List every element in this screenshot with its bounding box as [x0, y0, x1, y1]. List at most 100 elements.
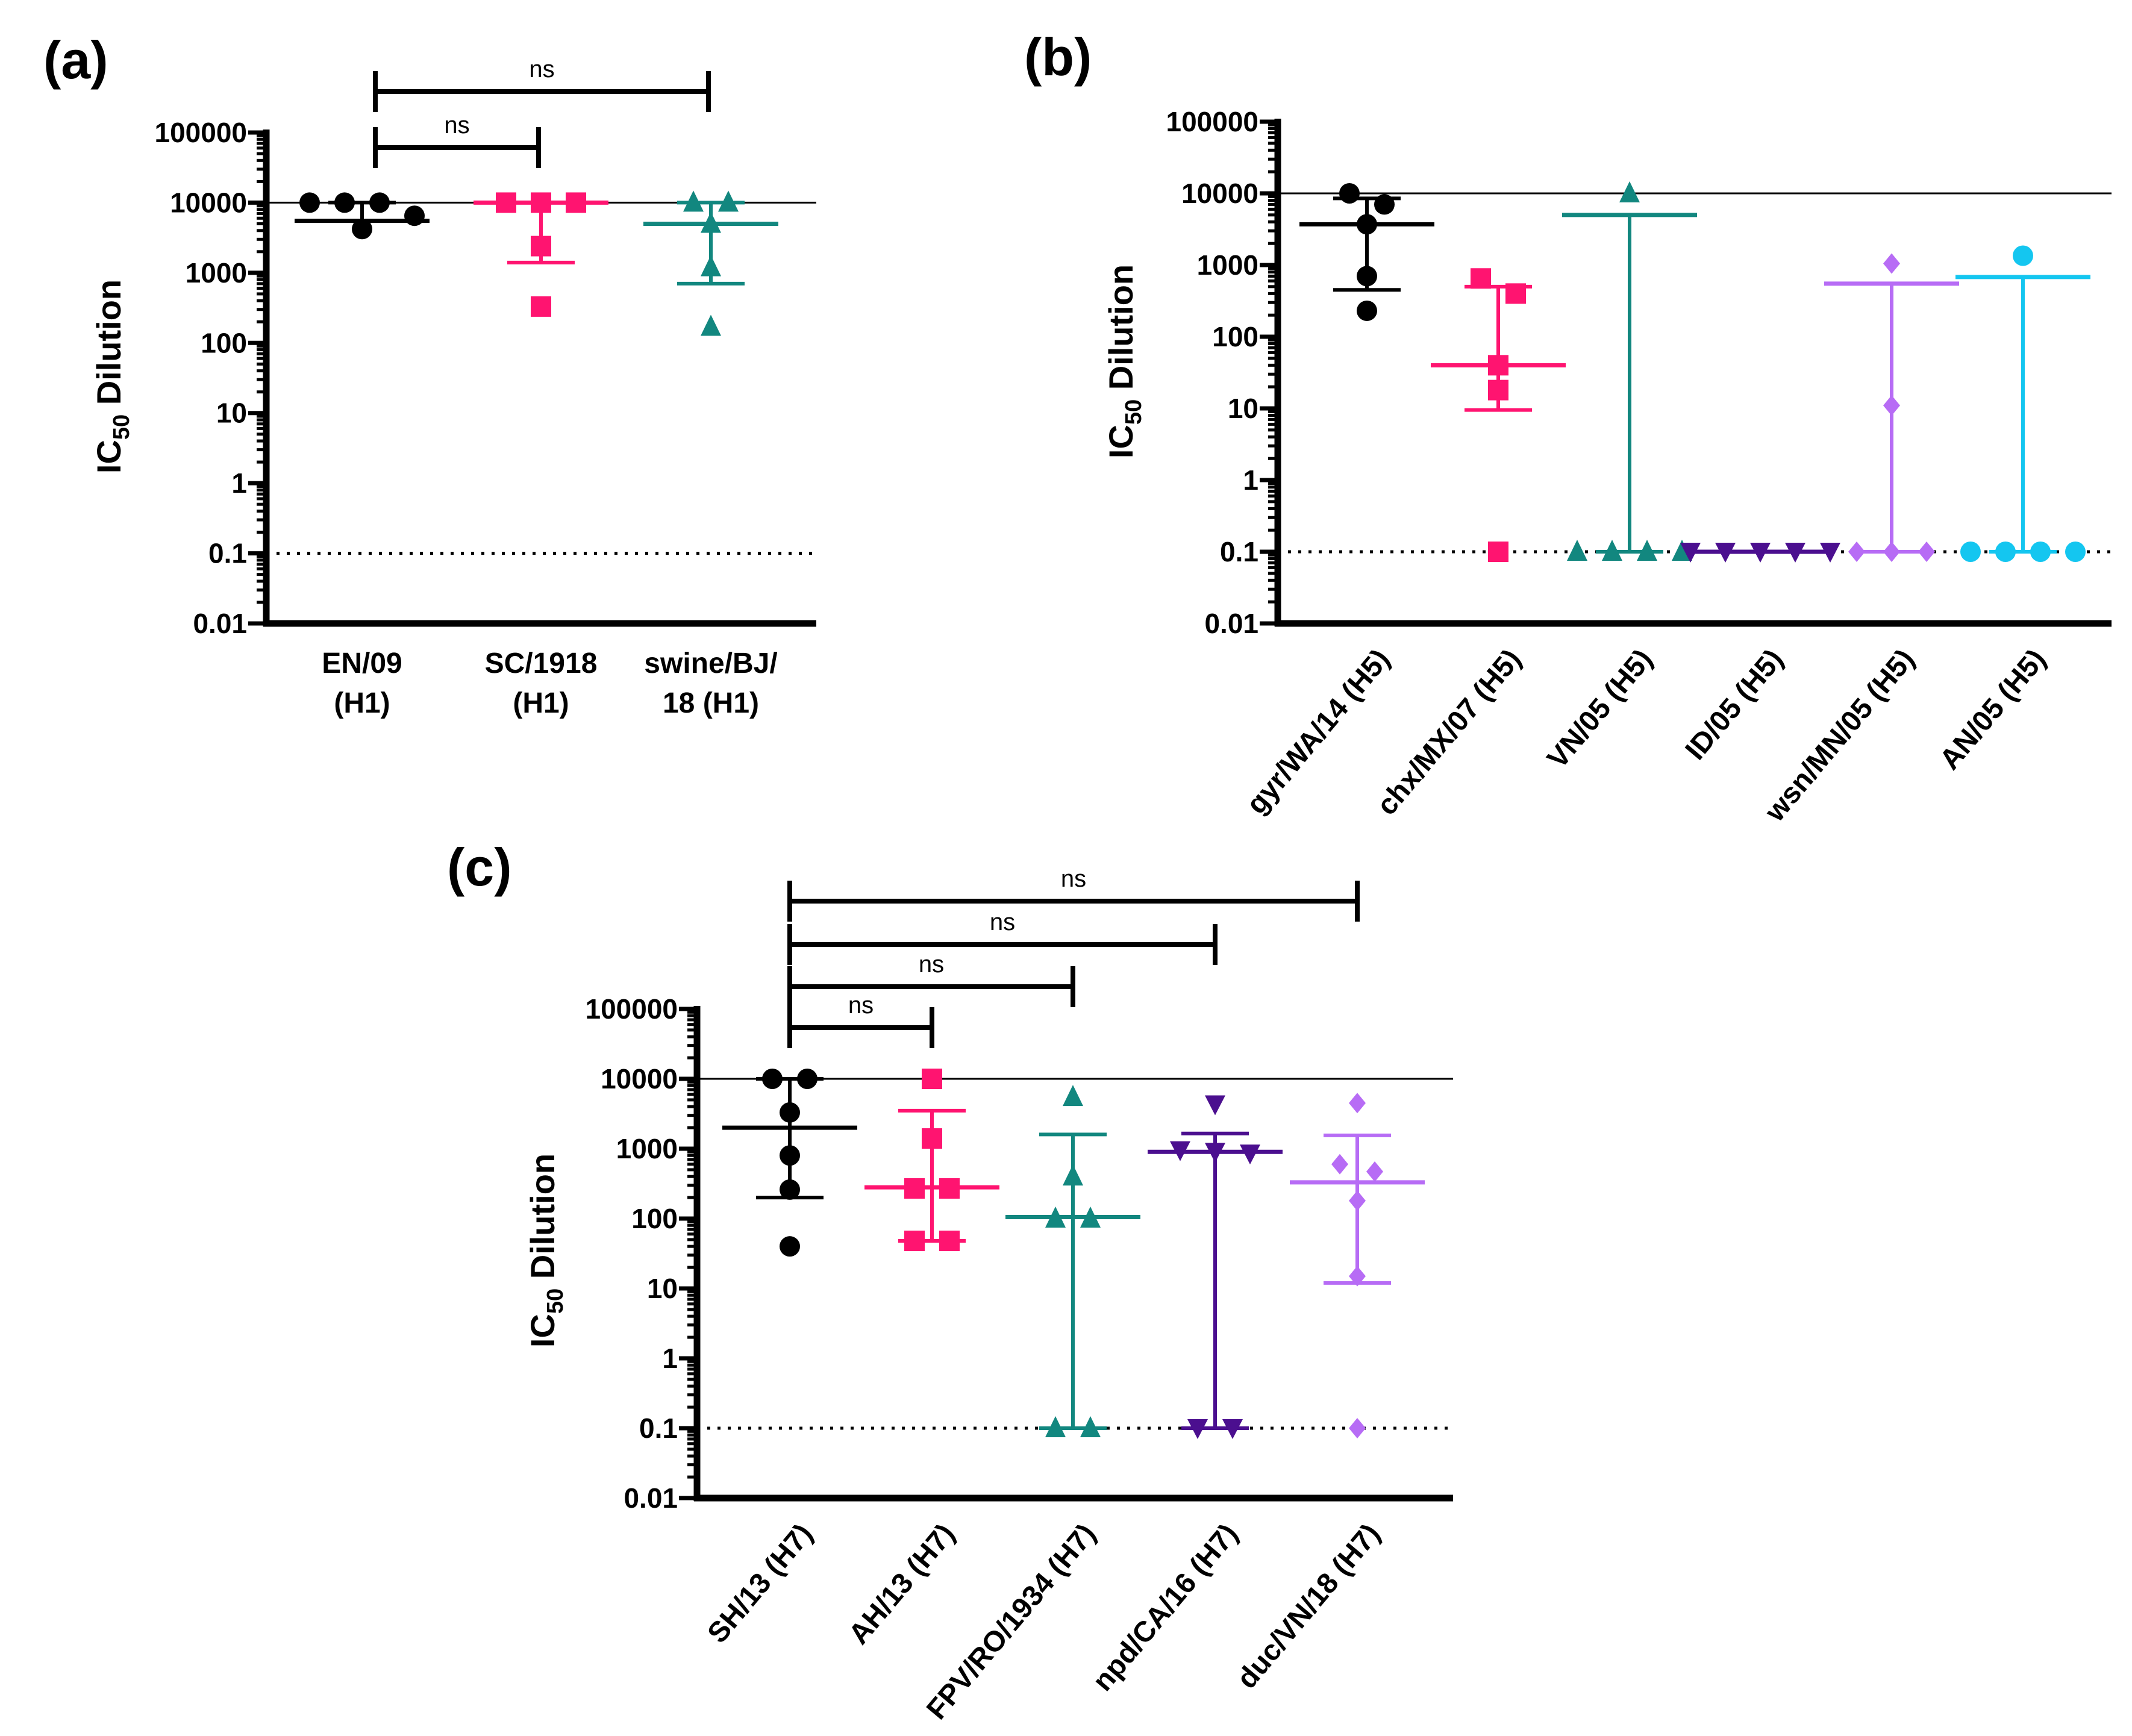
- x-tick-label: (H1): [513, 687, 569, 719]
- y-tick-label: 1000: [616, 1133, 678, 1164]
- significance-label: ns: [848, 992, 874, 1019]
- y-label-suffix: Dilution: [90, 279, 128, 414]
- category-group: VN/05 (H5): [1542, 181, 1697, 775]
- y-axis-label: IC50 Dilution: [1102, 264, 1146, 458]
- y-label-prefix: IC: [90, 440, 128, 473]
- data-point-circle: [1339, 183, 1360, 204]
- data-point-diamond: [1349, 1093, 1366, 1114]
- data-point-triangle-down: [1680, 543, 1701, 563]
- data-point-square: [904, 1178, 925, 1199]
- data-point-circle: [1357, 300, 1377, 321]
- y-tick-label: 100: [1212, 321, 1258, 352]
- y-tick-label: 100: [631, 1203, 678, 1234]
- data-point-triangle: [1045, 1416, 1066, 1437]
- y-tick-label: 10: [1228, 393, 1258, 424]
- y-tick-label: 10000: [601, 1063, 678, 1094]
- data-point-square: [1488, 355, 1508, 376]
- panel-label: (b): [1024, 27, 1092, 87]
- data-point-triangle-down: [1205, 1095, 1225, 1116]
- significance-bracket: ns: [787, 951, 1075, 1007]
- x-tick-label: EN/09: [322, 648, 402, 679]
- data-point-triangle: [1063, 1164, 1083, 1186]
- data-point-circle: [2065, 542, 2086, 562]
- category-group: SC/1918 (H1): [474, 192, 608, 719]
- data-point-square: [939, 1178, 960, 1199]
- data-point-diamond: [1918, 542, 1935, 562]
- y-tick-label: 0.01: [1204, 608, 1258, 639]
- category-group: EN/09 (H1): [295, 192, 430, 719]
- significance-bracket: ns: [787, 866, 1360, 922]
- data-point-circle: [797, 1069, 817, 1089]
- significance-label: ns: [444, 112, 469, 139]
- data-point-circle: [2013, 245, 2033, 266]
- panel-label: (c): [447, 837, 512, 897]
- data-point-triangle: [683, 190, 704, 212]
- data-point-square: [531, 236, 551, 257]
- data-point-square: [922, 1069, 942, 1089]
- x-tick-label: AN/05 (H5): [1934, 643, 2052, 776]
- data-point-square: [1471, 268, 1491, 289]
- x-tick-label: SH/13 (H7): [702, 1518, 819, 1649]
- x-tick-label: SC/1918: [485, 648, 598, 679]
- y-tick-label: 10: [216, 398, 247, 429]
- category-group: wsn/MN/05 (H5): [1758, 253, 1959, 828]
- category-group: AN/05 (H5): [1934, 245, 2090, 776]
- y-tick-label: 100: [201, 327, 247, 358]
- significance-bracket: ns: [787, 992, 934, 1048]
- data-point-square: [531, 296, 551, 317]
- y-tick-label: 1000: [186, 257, 247, 289]
- data-point-triangle: [701, 314, 721, 336]
- data-point-circle: [780, 1179, 800, 1200]
- data-point-square: [531, 192, 551, 213]
- y-axis-label: IC50 Dilution: [90, 279, 134, 473]
- data-point-circle: [369, 192, 390, 213]
- data-point-square: [939, 1230, 960, 1251]
- x-tick-label: (H1): [334, 687, 390, 719]
- data-point-triangle-down: [1170, 1141, 1190, 1161]
- significance-bracket: ns: [373, 56, 711, 112]
- data-point-triangle: [701, 211, 721, 233]
- category-group: AH/13 (H7): [843, 1069, 999, 1650]
- data-point-square: [496, 192, 516, 213]
- data-point-circle: [352, 219, 372, 240]
- x-tick-label: duc/VN/18 (H7): [1231, 1518, 1386, 1695]
- data-point-diamond: [1883, 253, 1900, 274]
- data-point-diamond: [1331, 1154, 1348, 1175]
- data-point-triangle-down: [1750, 543, 1771, 563]
- data-point-square: [1488, 379, 1508, 401]
- data-point-circle: [404, 205, 425, 226]
- data-point-diamond: [1366, 1161, 1383, 1182]
- y-label-prefix: IC: [524, 1314, 561, 1347]
- data-point-circle: [299, 192, 320, 213]
- y-tick-label: 0.1: [208, 538, 247, 569]
- y-tick-label: 10: [647, 1273, 678, 1304]
- category-group: duc/VN/18 (H7): [1231, 1093, 1425, 1695]
- data-point-triangle: [1080, 1207, 1101, 1228]
- y-tick-label: 10000: [1181, 178, 1258, 209]
- y-tick-label: 1000: [1197, 249, 1258, 281]
- data-point-triangle-down: [1222, 1419, 1243, 1439]
- category-group: SH/13 (H7): [702, 1069, 857, 1649]
- data-point-circle: [1960, 542, 1981, 562]
- category-group: npd/CA/16 (H7): [1087, 1095, 1283, 1697]
- panel-a: (a) IC50 Dilution 100000 10000 1000 100 10 1 0.1…: [43, 30, 816, 719]
- data-point-circle: [334, 192, 355, 213]
- data-point-triangle-down: [1205, 1143, 1225, 1163]
- data-point-circle: [1357, 214, 1377, 235]
- y-tick-label: 0.1: [639, 1413, 678, 1444]
- data-point-triangle: [1063, 1085, 1083, 1107]
- panel-c: (c) IC50 Dilution 100000 10000 1000 100 10 1 0.1…: [447, 837, 1453, 1726]
- data-point-circle: [1357, 266, 1377, 287]
- data-point-diamond: [1883, 542, 1900, 562]
- x-tick-label: VN/05 (H5): [1542, 643, 1659, 775]
- x-tick-label: swine/BJ/: [644, 648, 777, 679]
- data-point-triangle-down: [1820, 543, 1840, 563]
- data-point-triangle: [1045, 1207, 1066, 1228]
- data-point-triangle: [1080, 1416, 1101, 1437]
- data-point-circle: [1374, 194, 1395, 215]
- data-point-triangle: [1637, 540, 1657, 561]
- y-label-suffix: Dilution: [524, 1154, 561, 1288]
- y-label-prefix: IC: [1102, 425, 1140, 458]
- x-tick-label: AH/13 (H7): [843, 1518, 961, 1650]
